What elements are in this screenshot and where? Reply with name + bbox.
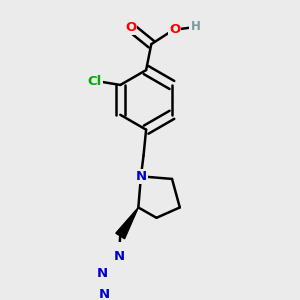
Text: N: N bbox=[113, 250, 124, 263]
Text: N: N bbox=[97, 267, 108, 280]
Text: O: O bbox=[125, 21, 136, 34]
Text: N: N bbox=[135, 170, 146, 183]
Text: H: H bbox=[190, 20, 200, 32]
Text: N: N bbox=[99, 288, 110, 300]
Text: Cl: Cl bbox=[87, 75, 101, 88]
Polygon shape bbox=[116, 207, 138, 239]
Text: O: O bbox=[169, 23, 180, 36]
